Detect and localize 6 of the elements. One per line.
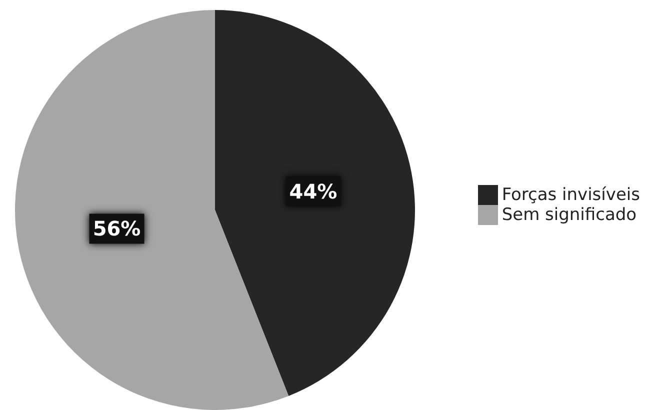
data-label: 44% [289,179,338,204]
legend-label: Sem significado [502,205,637,225]
pie-slice [15,10,289,410]
legend-label: Forças invisíveis [502,184,640,205]
data-label: 56% [92,216,141,241]
pie-slice [215,10,415,396]
